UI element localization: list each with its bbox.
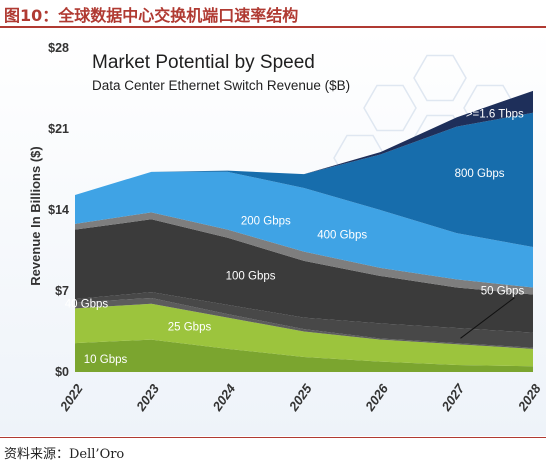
source-note: 资料来源：Dell’Oro — [4, 447, 125, 462]
label-10-gbps: 10 Gbps — [84, 354, 128, 366]
series-areas — [75, 90, 533, 372]
title-rule — [0, 26, 546, 28]
label-800-gbps: 800 Gbps — [455, 168, 505, 180]
y-tick-label: $7 — [55, 284, 69, 298]
y-tick-label: $14 — [48, 203, 69, 217]
y-axis-label: Revenue In Billions ($) — [28, 146, 43, 285]
label-100-gbps: 100 Gbps — [226, 271, 276, 283]
label-50-gbps: 50 Gbps — [481, 286, 525, 298]
area-50-gbps — [75, 292, 533, 348]
callout-50-gbps — [460, 297, 515, 339]
area-100-gbps — [75, 219, 533, 333]
label-1-6-tbps: >=1.6 Tbps — [466, 108, 524, 120]
area-40-gbps — [75, 297, 533, 349]
series-labels: 10 Gbps 25 Gbps 40 Gbps 50 Gbps 100 Gbps 200 … — [65, 108, 525, 366]
hex-decoration — [413, 54, 467, 102]
chart-subtitle: Data Center Ethernet Switch Revenue ($B) — [92, 78, 350, 93]
area-200-gbps — [75, 212, 533, 295]
area-chart: 10 Gbps 25 Gbps 40 Gbps 50 Gbps 100 Gbps 200 … — [0, 28, 546, 436]
y-tick-label: $28 — [48, 41, 69, 55]
area-10-gbps — [75, 339, 533, 372]
area-800-gbps — [75, 112, 533, 248]
y-tick-label: $0 — [55, 365, 69, 379]
label-40-gbps: 40 Gbps — [65, 299, 109, 311]
area-1-6-tbps — [75, 90, 533, 195]
y-tick-label: $21 — [48, 122, 69, 136]
hex-decoration — [363, 84, 417, 132]
label-200-gbps: 200 Gbps — [241, 216, 291, 228]
area-400-gbps — [75, 171, 533, 288]
label-25-gbps: 25 Gbps — [168, 321, 212, 333]
source-rule — [0, 437, 546, 438]
area-25-gbps — [75, 303, 533, 367]
label-400-gbps: 400 Gbps — [317, 229, 367, 241]
figure-title: 图10：全球数据中心交换机端口速率结构 — [4, 6, 299, 25]
chart-title: Market Potential by Speed — [92, 52, 315, 73]
